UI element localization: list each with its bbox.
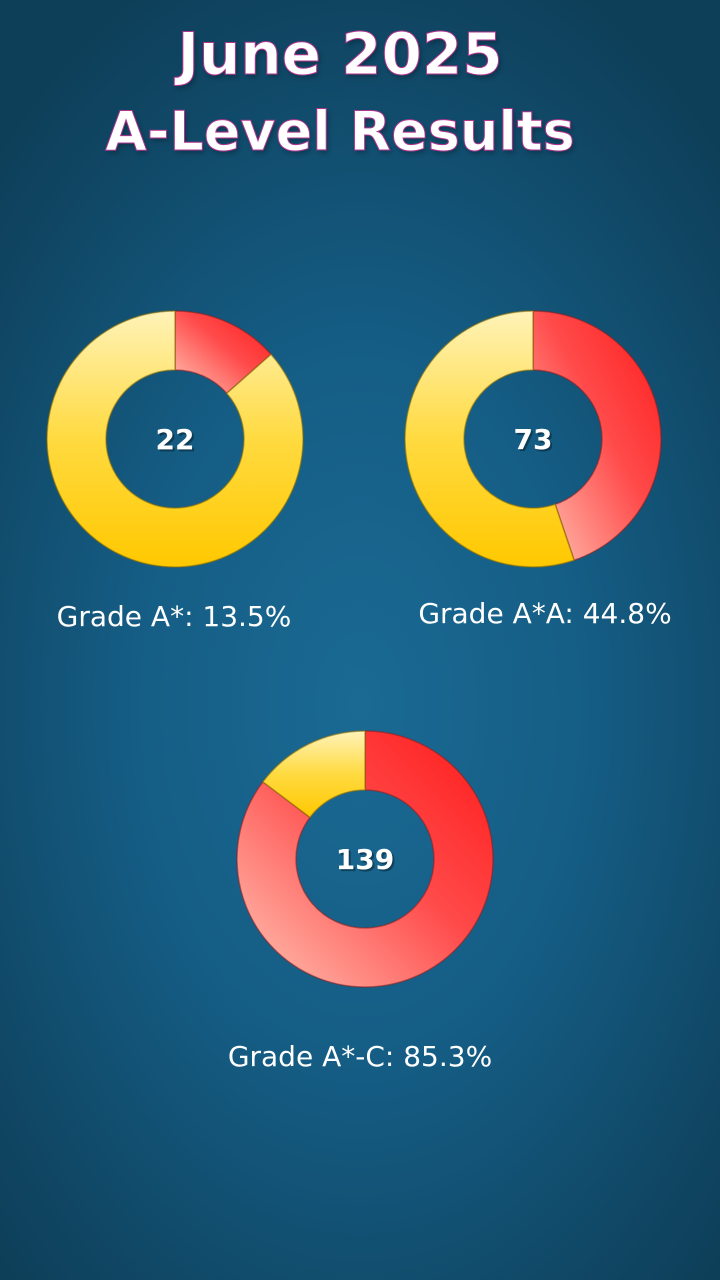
title-line-2: A-Level Results <box>105 100 576 164</box>
center-value-grade-a-star-a: 73 <box>514 423 553 456</box>
donut-remainder-segment-grade-a-star-a <box>404 310 575 568</box>
donut-highlight-segment-grade-a-star-c <box>236 730 494 988</box>
label-grade-a-star: Grade A*: 13.5% <box>56 600 292 633</box>
donut-highlight-segment-grade-a-star-a <box>532 310 662 561</box>
center-value-grade-a-star: 22 <box>156 423 195 456</box>
title-line-1: June 2025 <box>177 20 503 89</box>
label-grade-a-star-c: Grade A*-C: 85.3% <box>227 1040 493 1073</box>
label-grade-a-star-a: Grade A*A: 44.8% <box>418 597 672 630</box>
center-value-shadow-grade-a-star: 22 <box>158 425 197 458</box>
donut-remainder-segment-grade-a-star <box>46 310 304 568</box>
center-value-shadow-grade-a-star-c: 139 <box>338 845 396 878</box>
center-value-grade-a-star-c: 139 <box>336 843 394 876</box>
donut-remainder-segment-grade-a-star-c <box>262 730 366 819</box>
center-value-shadow-grade-a-star-a: 73 <box>516 425 555 458</box>
